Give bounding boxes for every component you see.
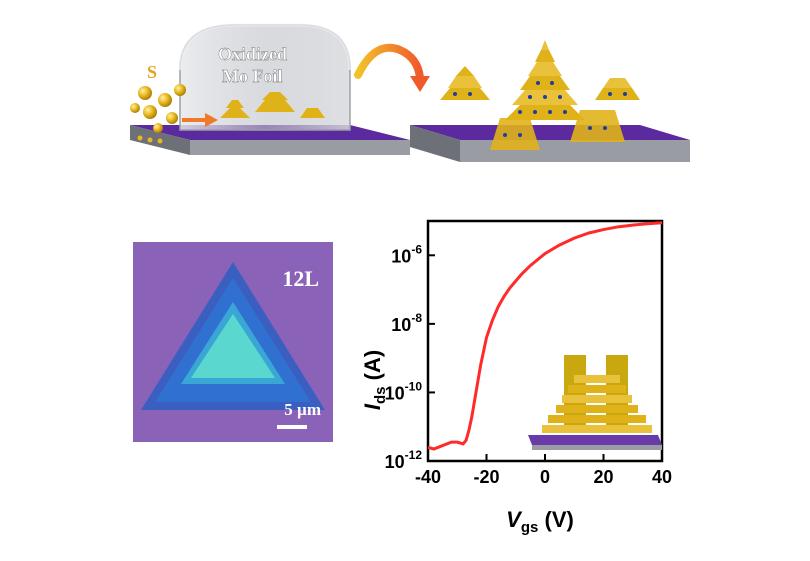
y-tick-label: 10-8 [391, 311, 422, 335]
foil-label-line2: Mo Foil [222, 66, 283, 86]
y-ticks: 10-12 10-10 10-8 10-6 [385, 242, 435, 472]
y-tick-label: 10-6 [391, 242, 422, 266]
small-crystals [220, 92, 325, 118]
y-axis-label: Ids (A) [360, 350, 389, 410]
transfer-curve-chart: Ids (A) Vgs (V) -40 -20 0 20 40 10-1210-1010… [360, 219, 672, 536]
optical-micrograph: 12L 5 µm [133, 242, 333, 442]
y-axis-label-main: I [360, 403, 385, 410]
device-inset [528, 355, 662, 450]
triangle-flake [141, 262, 325, 410]
y-axis-label-sub: ds [372, 387, 389, 405]
layer-label: 12L [282, 266, 319, 291]
x-tick-label: -40 [415, 467, 441, 487]
transfer-curve [427, 221, 663, 451]
x-ticks: -40 -20 0 20 40 [415, 454, 672, 487]
flow-arrow [182, 113, 218, 127]
x-axis-label: Vgs (V) [506, 507, 574, 536]
transition-arrow [354, 43, 430, 92]
scale-bar [277, 425, 307, 429]
x-tick-label: -20 [473, 467, 499, 487]
growth-schematic: Oxidized Mo Foil S [130, 23, 690, 162]
x-axis-label-sub: gs [521, 519, 539, 536]
svg-text:Vgs (V): Vgs (V) [506, 507, 574, 536]
pyramid-crystals [440, 40, 640, 150]
x-axis-label-main: V [506, 507, 523, 532]
right-substrate [410, 125, 690, 162]
x-tick-label: 0 [540, 467, 550, 487]
x-tick-label: 40 [652, 467, 672, 487]
y-tick-label: 10-10 [385, 379, 423, 403]
y-axis-label-unit: (A) [360, 350, 385, 387]
sulfur-label: S [147, 62, 157, 82]
mo-foil: Oxidized Mo Foil [178, 23, 352, 131]
svg-text:Ids (A): Ids (A) [360, 350, 389, 410]
foil-label-line1: Oxidized [218, 44, 287, 64]
y-tick-label: 10-12 [385, 448, 423, 472]
x-axis-label-unit: (V) [538, 507, 573, 532]
x-tick-label: 20 [593, 467, 613, 487]
sulfur-particles [130, 84, 186, 144]
scale-label: 5 µm [284, 400, 321, 419]
